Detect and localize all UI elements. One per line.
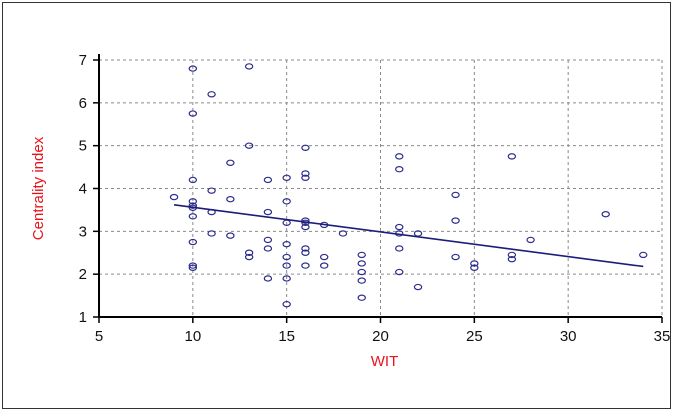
- axes: [93, 54, 663, 323]
- data-point: [601, 210, 610, 218]
- data-point: [507, 251, 517, 259]
- x-tick-label: 5: [95, 328, 103, 345]
- data-point: [282, 198, 291, 205]
- data-point: [188, 110, 198, 117]
- data-point: [451, 217, 460, 224]
- data-point: [188, 262, 198, 269]
- trendline: [173, 203, 644, 268]
- data-point: [226, 232, 235, 239]
- data-point: [451, 253, 460, 261]
- data-point: [395, 153, 404, 160]
- data-point: [226, 196, 235, 203]
- x-tick-label: 35: [654, 328, 670, 345]
- x-tick-label: 20: [372, 328, 389, 345]
- data-point: [244, 253, 254, 261]
- data-point: [263, 236, 273, 244]
- data-point: [244, 249, 254, 256]
- data-point: [188, 176, 198, 184]
- data-point: [263, 245, 273, 252]
- data-point: [188, 65, 198, 72]
- data-point: [413, 283, 423, 291]
- y-axis-label: Centrality index: [30, 136, 47, 240]
- data-point: [263, 208, 273, 216]
- data-point: [188, 264, 198, 271]
- x-tick-label: 25: [466, 328, 483, 345]
- data-point: [207, 91, 216, 98]
- data-point: [301, 217, 310, 224]
- data-point: [639, 251, 648, 259]
- trendline-layer: [173, 203, 644, 268]
- data-point: [320, 253, 329, 261]
- x-tick-label: 10: [184, 328, 201, 345]
- data-point: [395, 268, 404, 276]
- data-point: [301, 144, 310, 152]
- data-point: [357, 251, 366, 259]
- data-point: [263, 275, 273, 282]
- data-point: [263, 176, 273, 184]
- data-point: [301, 245, 310, 252]
- data-point: [507, 255, 517, 263]
- data-point: [188, 238, 198, 246]
- data-point: [470, 260, 479, 267]
- data-point: [470, 264, 479, 271]
- data-point: [395, 223, 404, 231]
- data-point: [244, 63, 254, 70]
- y-tick-label: 7: [79, 52, 87, 69]
- data-point: [338, 230, 348, 237]
- data-point: [507, 153, 517, 160]
- x-tick-label: 30: [560, 328, 577, 345]
- data-point: [357, 268, 366, 276]
- data-point: [301, 223, 310, 231]
- data-point: [207, 230, 216, 237]
- data-point: [282, 275, 291, 282]
- scatter-chart: 5 10 15 20 25 30 35 1 2 3 4 5 6 7 WIT Centrality inde…: [30, 52, 670, 370]
- data-point: [282, 300, 291, 308]
- data-point: [207, 187, 216, 194]
- data-point: [526, 236, 535, 244]
- data-point: [282, 240, 291, 248]
- data-point: [301, 170, 310, 177]
- data-point: [188, 198, 198, 205]
- data-points: [169, 63, 648, 308]
- data-point: [188, 213, 198, 220]
- data-point: [357, 294, 366, 301]
- y-tick-label: 6: [79, 95, 87, 112]
- y-tick-label: 1: [79, 309, 87, 326]
- x-axis-label: WIT: [371, 353, 399, 370]
- data-point: [301, 262, 310, 269]
- data-point: [282, 253, 291, 261]
- data-point: [301, 174, 310, 181]
- data-point: [226, 159, 235, 166]
- grid-lines: [99, 59, 663, 317]
- y-tick-label: 4: [79, 181, 87, 198]
- data-point: [188, 202, 198, 209]
- x-tick-label: 15: [278, 328, 295, 345]
- data-point: [357, 277, 366, 284]
- data-point: [244, 142, 254, 149]
- data-point: [320, 262, 329, 269]
- data-point: [301, 249, 310, 256]
- tick-labels: 5 10 15 20 25 30 35 1 2 3 4 5 6 7: [79, 52, 670, 345]
- data-point: [282, 174, 291, 181]
- data-point: [451, 191, 460, 199]
- data-point: [395, 166, 404, 173]
- y-tick-label: 2: [79, 266, 87, 283]
- y-tick-label: 3: [79, 223, 87, 240]
- data-point: [282, 262, 291, 269]
- data-point: [357, 260, 366, 267]
- data-point: [395, 245, 404, 252]
- y-tick-label: 5: [79, 138, 87, 155]
- figure-frame: 5 10 15 20 25 30 35 1 2 3 4 5 6 7 WIT Centrality inde…: [2, 2, 671, 409]
- data-point: [169, 193, 179, 201]
